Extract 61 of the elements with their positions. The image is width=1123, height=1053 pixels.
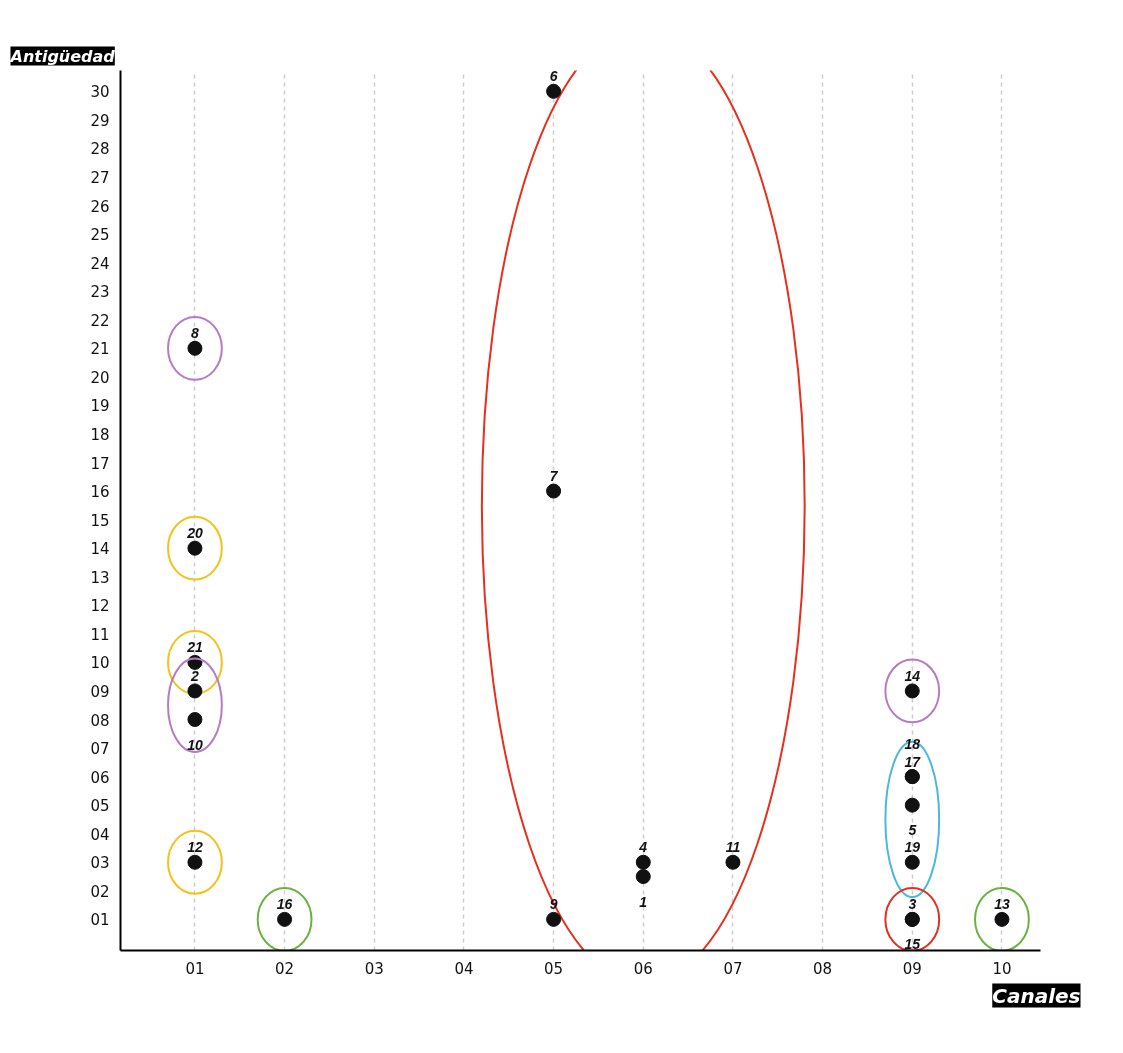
annotation: 6 xyxy=(549,68,558,85)
y-tick-label: 10 xyxy=(90,654,110,673)
y-tick-label: 07 xyxy=(90,740,110,759)
y-tick-label: 05 xyxy=(90,797,110,816)
x-tick-label: 02 xyxy=(275,959,295,978)
x-tick-label: 09 xyxy=(902,959,922,978)
annotation: 4 xyxy=(638,839,648,856)
annotation: 12 xyxy=(187,839,203,856)
annotation: 20 xyxy=(186,525,203,542)
y-tick-label: 17 xyxy=(90,454,110,473)
y-tick-label: 14 xyxy=(90,540,110,559)
y-tick-label: 25 xyxy=(90,226,110,245)
x-tick-label: 04 xyxy=(454,959,474,978)
x-tick-label: 05 xyxy=(544,959,564,978)
y-tick-label: 04 xyxy=(90,825,110,844)
x-tick-label: 01 xyxy=(185,959,205,978)
annotation: 17 xyxy=(904,753,922,770)
y-tick-label: 22 xyxy=(90,311,110,330)
annotation: 8 xyxy=(191,325,200,342)
annotation: 5 xyxy=(908,822,917,839)
annotation: 13 xyxy=(994,896,1010,913)
y-tick-label: 24 xyxy=(90,254,110,273)
y-tick-label: 03 xyxy=(90,854,110,873)
annotation: 16 xyxy=(276,896,293,913)
y-tick-label: 11 xyxy=(90,625,110,644)
y-tick-label: 06 xyxy=(90,768,110,787)
y-tick-label: 13 xyxy=(90,568,110,587)
annotation: 15 xyxy=(904,936,921,953)
annotation: 2 xyxy=(190,667,200,684)
y-tick-label: 18 xyxy=(90,425,110,444)
y-tick-label: 02 xyxy=(90,882,110,901)
y-tick-label: 23 xyxy=(90,283,110,302)
y-tick-label: 26 xyxy=(90,197,110,216)
x-tick-label: 07 xyxy=(723,959,743,978)
x-tick-label: 08 xyxy=(813,959,833,978)
x-axis-title: Canales xyxy=(992,983,1081,1008)
y-tick-label: 21 xyxy=(90,340,110,359)
x-tick-label: 03 xyxy=(364,959,384,978)
annotation: 11 xyxy=(725,839,741,856)
y-tick-label: 28 xyxy=(90,140,110,159)
y-tick-label: 12 xyxy=(90,597,110,616)
y-tick-label: 15 xyxy=(90,511,110,530)
y-tick-label: 01 xyxy=(90,911,110,930)
annotation: 19 xyxy=(904,839,921,856)
y-axis-title: Antigüedad xyxy=(8,46,116,66)
y-tick-label: 19 xyxy=(90,397,110,416)
annotation: 10 xyxy=(187,736,203,753)
y-tick-label: 27 xyxy=(90,169,110,187)
annotation: 1 xyxy=(639,893,648,910)
y-tick-label: 30 xyxy=(90,83,110,102)
y-tick-label: 09 xyxy=(90,682,110,701)
annotation: 21 xyxy=(186,639,203,656)
x-tick-label: 10 xyxy=(992,959,1012,978)
x-tick-label: 06 xyxy=(633,959,653,978)
annotation: 3 xyxy=(908,896,917,913)
y-tick-label: 20 xyxy=(90,368,110,387)
y-tick-label: 29 xyxy=(90,111,110,130)
annotation: 7 xyxy=(549,468,559,485)
y-tick-label: 08 xyxy=(90,711,110,730)
annotation: 14 xyxy=(904,667,921,684)
y-tick-label: 16 xyxy=(90,483,110,502)
